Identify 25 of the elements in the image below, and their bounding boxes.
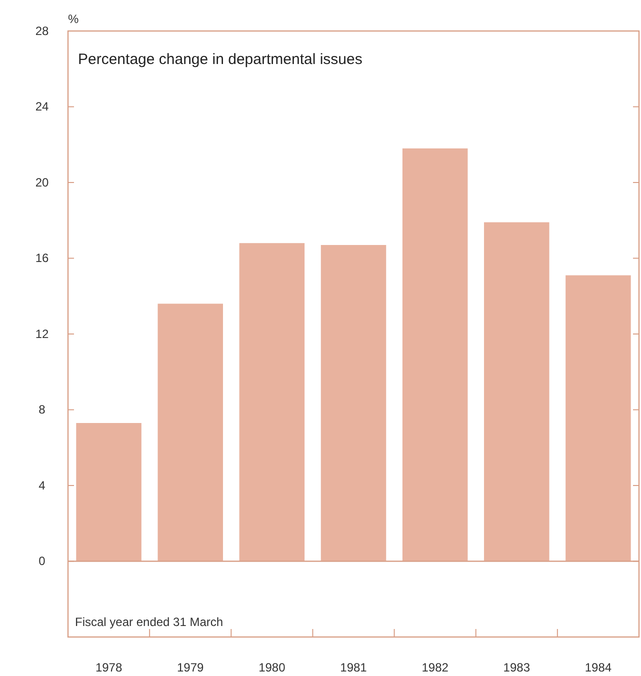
x-axis-title: Fiscal year ended 31 March bbox=[75, 615, 224, 629]
text: Percentage change in departmental issues bbox=[78, 51, 362, 68]
x-tick-label: 1978 bbox=[95, 660, 122, 675]
y-tick-label: 12 bbox=[35, 326, 49, 341]
x-tick-label: 1980 bbox=[258, 660, 286, 675]
x-tick-label: 1983 bbox=[503, 660, 530, 675]
y-tick-label: 20 bbox=[35, 175, 49, 190]
x-tick-label: 1982 bbox=[422, 660, 449, 675]
bar bbox=[239, 243, 305, 562]
y-tick-label: 24 bbox=[35, 100, 49, 114]
y-axis-title: % bbox=[68, 12, 79, 26]
x-tick-label: 1979 bbox=[177, 660, 204, 675]
bar bbox=[76, 423, 142, 562]
bar bbox=[158, 304, 223, 562]
y-tick-label: 8 bbox=[38, 402, 46, 417]
y-tick-label: 4 bbox=[38, 478, 46, 492]
y-tick-label: 28 bbox=[35, 24, 49, 38]
bar bbox=[320, 244, 386, 562]
x-tick-label: 1981 bbox=[340, 660, 368, 675]
bar bbox=[402, 148, 468, 562]
x-tick-label: 1984 bbox=[584, 660, 612, 675]
bar bbox=[566, 275, 631, 562]
y-tick-label: 0 bbox=[38, 554, 46, 568]
y-tick-label: 16 bbox=[35, 251, 49, 266]
bar bbox=[484, 222, 550, 562]
